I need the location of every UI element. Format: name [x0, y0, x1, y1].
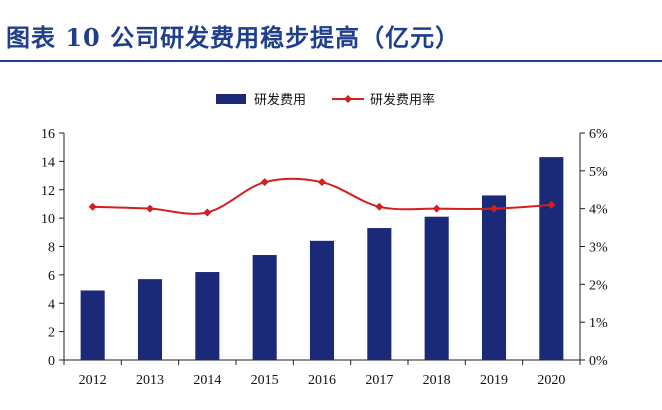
legend-label-line: 研发费用率: [370, 92, 435, 108]
y-right-tick-label: 4%: [589, 203, 608, 218]
tick-labels: 0 2 4 6 8 10 12 14 16 0% 1% 2% 3% 4% 5% 6% 2012 2013 2014 2…: [41, 127, 608, 388]
bar: [424, 216, 449, 360]
bar: [309, 240, 335, 360]
y-left-tick-label: 14: [41, 155, 55, 170]
bar: [539, 157, 564, 360]
line-marker: [547, 200, 556, 209]
y-right-tick-label: 3%: [589, 241, 608, 256]
line-marker: [88, 202, 97, 211]
bar: [80, 290, 105, 360]
line-series: [88, 177, 556, 217]
legend: 研发费用 研发费用率: [216, 92, 435, 108]
line-marker: [146, 204, 154, 213]
bar: [481, 195, 507, 360]
y-left-tick-label: 2: [48, 326, 55, 341]
line-marker: [203, 208, 212, 217]
x-tick-label: 2020: [537, 373, 565, 388]
line-marker: [375, 202, 384, 211]
bar: [252, 255, 277, 360]
legend-swatch-marker: [344, 95, 352, 103]
x-tick-label: 2012: [79, 373, 107, 388]
y-left-tick-label: 0: [48, 354, 55, 369]
y-right-tick-label: 1%: [589, 316, 608, 331]
chart-title: 图表 10 公司研发费用稳步提高（亿元）: [6, 23, 461, 52]
legend-swatch-bar: [216, 94, 246, 104]
y-left-tick-label: 16: [41, 127, 55, 142]
bar: [367, 228, 392, 360]
x-tick-label: 2019: [480, 373, 508, 388]
legend-label-bar: 研发费用: [254, 92, 306, 108]
x-tick-label: 2015: [251, 373, 279, 388]
x-tick-label: 2017: [365, 373, 393, 388]
title-underline: [0, 60, 662, 62]
line-marker: [260, 178, 269, 187]
line-marker: [432, 204, 441, 213]
y-left-tick-label: 6: [48, 269, 55, 284]
y-right-tick-label: 5%: [589, 165, 608, 180]
title-bar: 图表 10 公司研发费用稳步提高（亿元）: [0, 0, 662, 60]
x-tick-label: 2016: [308, 373, 336, 388]
y-right-tick-label: 0%: [589, 354, 608, 369]
y-right-tick-label: 2%: [589, 278, 608, 293]
bar: [137, 279, 163, 360]
bar: [195, 272, 220, 360]
y-left-tick-label: 10: [41, 212, 55, 227]
x-tick-label: 2013: [136, 373, 164, 388]
y-right-tick-label: 6%: [589, 127, 608, 142]
bar-series: [80, 157, 564, 360]
y-left-tick-label: 4: [48, 297, 55, 312]
y-left-tick-label: 12: [41, 184, 55, 199]
line-marker: [318, 178, 326, 187]
line-marker: [490, 204, 498, 213]
x-tick-label: 2014: [193, 373, 221, 388]
x-tick-label: 2018: [423, 373, 451, 388]
y-left-tick-label: 8: [48, 241, 55, 256]
